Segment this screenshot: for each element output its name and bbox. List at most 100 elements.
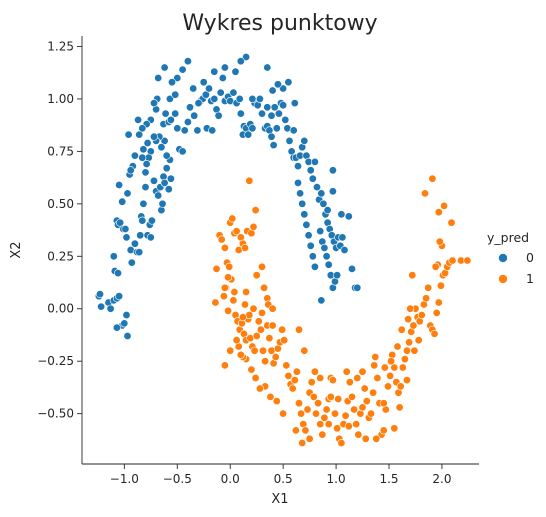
data-point-class-1: [337, 438, 346, 447]
data-point-class-1: [261, 357, 270, 366]
data-point-class-1: [278, 325, 287, 334]
data-point-class-1: [220, 283, 229, 292]
data-point-class-1: [256, 325, 265, 334]
data-point-class-0: [298, 199, 307, 208]
x-tick-label: −0.5: [163, 472, 192, 486]
data-point-class-1: [251, 206, 260, 215]
data-point-class-0: [135, 130, 144, 139]
data-point-class-0: [199, 78, 208, 87]
data-point-class-1: [324, 420, 333, 429]
data-point-class-1: [301, 426, 310, 435]
data-point-class-0: [208, 126, 217, 135]
data-point-class-1: [245, 176, 254, 185]
data-point-class-0: [300, 210, 309, 219]
data-point-class-0: [112, 323, 121, 332]
data-point-class-0: [302, 220, 311, 229]
data-point-class-0: [353, 283, 362, 292]
data-point-class-0: [114, 269, 123, 278]
data-point-class-0: [274, 109, 283, 118]
data-point-class-0: [168, 78, 177, 87]
data-point-class-1: [224, 306, 233, 315]
data-point-class-1: [373, 373, 382, 382]
data-point-class-1: [300, 346, 309, 355]
data-point-class-1: [241, 243, 250, 252]
data-point-class-0: [164, 185, 173, 194]
data-point-class-0: [123, 189, 132, 198]
data-point-class-1: [314, 399, 323, 408]
data-point-class-0: [210, 67, 219, 76]
data-point-class-1: [311, 409, 320, 418]
data-point-class-0: [190, 111, 199, 120]
data-point-class-0: [134, 115, 143, 124]
data-point-class-0: [344, 212, 353, 221]
data-point-class-0: [214, 111, 223, 120]
data-point-class-0: [147, 216, 156, 225]
data-point-class-0: [310, 262, 319, 271]
data-point-class-0: [193, 126, 202, 135]
data-point-class-0: [263, 103, 272, 112]
data-point-class-1: [333, 424, 342, 433]
data-point-class-1: [294, 399, 303, 408]
data-point-class-1: [422, 294, 431, 303]
data-point-class-1: [372, 434, 381, 443]
data-point-class-1: [353, 373, 362, 382]
x-tick-label: 1.5: [379, 472, 398, 486]
data-point-class-1: [350, 405, 359, 414]
x-tick-label: −1.0: [110, 472, 139, 486]
y-tick-label: 0.50: [47, 197, 74, 211]
data-point-class-0: [122, 310, 131, 319]
data-point-class-1: [242, 287, 251, 296]
data-point-class-1: [282, 361, 291, 370]
data-point-class-1: [448, 256, 457, 265]
legend: y_pred 0 1: [487, 230, 534, 286]
data-point-class-1: [390, 424, 399, 433]
data-point-class-1: [211, 298, 220, 307]
data-point-class-1: [229, 296, 238, 305]
data-point-class-0: [173, 74, 182, 83]
data-point-class-1: [402, 376, 411, 385]
data-point-class-0: [154, 191, 163, 200]
data-point-class-0: [310, 157, 319, 166]
data-point-class-1: [284, 371, 293, 380]
data-point-class-0: [166, 174, 175, 183]
data-point-class-0: [173, 124, 182, 133]
data-point-class-1: [366, 409, 375, 418]
data-point-class-1: [307, 378, 316, 387]
data-point-class-1: [358, 403, 367, 412]
data-point-class-0: [289, 126, 298, 135]
data-point-class-0: [143, 139, 152, 148]
data-point-class-0: [270, 103, 279, 112]
data-point-class-0: [308, 174, 317, 183]
data-point-class-1: [290, 376, 299, 385]
data-point-class-0: [118, 197, 127, 206]
data-point-class-1: [250, 346, 259, 355]
y-axis-label: X2: [9, 241, 24, 258]
data-point-class-1: [257, 308, 266, 317]
data-point-class-1: [354, 430, 363, 439]
data-point-class-0: [312, 183, 321, 192]
data-point-class-0: [158, 199, 167, 208]
y-tick-label: 0.00: [47, 302, 74, 316]
data-point-class-0: [293, 162, 302, 171]
data-point-class-1: [260, 283, 269, 292]
data-point-class-1: [252, 271, 261, 280]
data-point-class-1: [428, 174, 437, 183]
data-point-class-0: [304, 231, 313, 240]
data-point-class-0: [317, 189, 326, 198]
data-point-class-0: [165, 94, 174, 103]
data-point-class-0: [281, 115, 290, 124]
data-point-class-0: [220, 63, 229, 72]
data-point-class-0: [138, 216, 147, 225]
data-point-class-0: [109, 252, 118, 261]
data-point-class-0: [210, 94, 219, 103]
data-point-class-0: [300, 136, 309, 145]
data-point-class-1: [390, 363, 399, 372]
data-point-class-1: [397, 325, 406, 334]
data-point-class-0: [162, 164, 171, 173]
data-point-class-0: [183, 57, 192, 66]
data-point-class-0: [316, 227, 325, 236]
data-point-class-1: [249, 222, 258, 231]
data-point-class-0: [121, 225, 130, 234]
y-tick-label: 0.75: [47, 144, 74, 158]
data-point-class-0: [139, 199, 148, 208]
